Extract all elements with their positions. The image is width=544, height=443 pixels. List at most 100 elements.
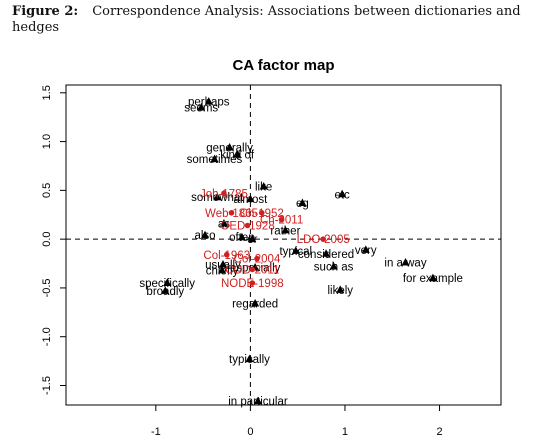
dictionary-point-marker	[254, 255, 260, 262]
hedge-point-label: in particular	[228, 396, 288, 408]
dictionary-point-marker	[258, 210, 265, 216]
hedge-point-marker	[251, 299, 260, 307]
dictionary-point-label: Joh-1785	[200, 188, 248, 200]
hedge-point-label: for example	[403, 273, 463, 285]
hedge-point-marker	[163, 278, 172, 287]
dictionary-point-label: Ch-2011	[260, 215, 303, 227]
dictionary-point-marker	[320, 236, 327, 242]
y-tick-label: 0.5	[41, 183, 53, 198]
hedge-point-label: chiefly	[206, 265, 239, 277]
chart-title: CA factor map	[233, 57, 335, 74]
hedge-point-marker	[428, 273, 437, 282]
figure-caption: Figure 2: Correspondence Analysis: Associ…	[12, 4, 540, 36]
hedge-point-label: kind of	[220, 149, 255, 161]
hedge-point-marker	[322, 249, 331, 257]
hedge-point-label: specifically	[139, 278, 195, 290]
dictionary-point-marker	[278, 216, 285, 223]
hedge-point-label: also	[194, 230, 215, 242]
dictionary-point-label: Col-1963	[203, 250, 250, 262]
hedge-point-label: generally	[206, 142, 253, 154]
hedge-point-label: likely	[327, 285, 353, 297]
hedge-point-marker	[233, 149, 242, 158]
hedge-point-marker	[338, 189, 347, 198]
hedge-point-marker	[237, 232, 246, 241]
hedge-point-marker	[204, 97, 213, 105]
hedge-point-marker	[246, 194, 255, 203]
y-tick-label: 1.0	[41, 134, 53, 149]
dictionary-point-label: LDO-2005	[297, 234, 350, 246]
hedge-point-marker	[259, 181, 268, 190]
hedge-point-marker	[253, 396, 262, 405]
hedge-point-label: often	[229, 232, 255, 244]
hedge-point-label: like	[255, 181, 272, 193]
hedge-point-marker	[248, 234, 257, 243]
hedge-point-label: eg	[296, 198, 309, 210]
hedge-point-label: perhaps	[188, 97, 230, 109]
x-tick-label: 2	[436, 426, 442, 438]
hedge-point-marker	[210, 154, 219, 163]
hedge-point-marker	[225, 142, 234, 151]
dictionary-point-marker	[221, 190, 227, 197]
y-tick-label: 1.5	[41, 85, 53, 100]
hedge-point-label: almost	[233, 194, 268, 206]
dictionary-point-marker	[244, 222, 251, 229]
hedge-point-marker	[201, 230, 210, 239]
hedge-point-label: seems	[184, 102, 218, 114]
hedge-point-marker	[219, 219, 228, 227]
hedge-point-label: sometimes	[187, 154, 243, 166]
hedge-point-label: usually	[205, 260, 241, 272]
axis-ticks: -1 0 1 2 -1.5 -1.0 -0.5 0.0 0.5 1.0 1.5	[41, 85, 443, 438]
y-tick-label: -1.0	[41, 327, 53, 346]
hedge-point-marker	[329, 261, 338, 270]
hedge-point-label: broadly	[146, 286, 184, 298]
hedge-point-label: in a way	[384, 258, 426, 270]
dictionary-point-label: COD-2011	[225, 264, 279, 276]
dictionary-point-marker	[249, 266, 256, 273]
hedge-point-label: or	[247, 234, 257, 246]
hedge-point-marker	[218, 265, 227, 274]
hedge-point-label: rather	[270, 225, 300, 237]
x-tick-label: 0	[247, 426, 253, 438]
x-tick-label: -1	[151, 426, 161, 438]
hedge-point-label: as	[218, 219, 230, 231]
y-tick-label: -0.5	[41, 278, 53, 297]
hedge-point-marker	[213, 192, 222, 201]
hedge-point-label: considered	[298, 249, 354, 261]
plot-frame	[65, 84, 502, 406]
dictionary-point-marker	[228, 210, 235, 216]
dictionary-point-marker	[223, 251, 230, 258]
hedge-point-label: etc	[334, 189, 350, 201]
hedge-point-label: regarded	[232, 299, 278, 311]
dictionary-point-label: NODE-1998	[221, 278, 284, 290]
hedge-point-marker	[245, 354, 254, 363]
dictionary-point-marker	[249, 280, 256, 286]
hedge-point-label: typical	[279, 246, 312, 258]
dictionary-point-label: Web-1865	[205, 208, 258, 220]
hedge-point-label: very	[355, 245, 377, 257]
dictionary-point-label: Ch-1952	[240, 208, 284, 220]
dictionary-point-label: OED-1928	[220, 220, 274, 232]
hedge-point-marker	[298, 198, 307, 207]
hedge-point-marker	[161, 286, 170, 294]
hedge-point-label: especially	[230, 262, 281, 274]
hedge-point-label: typically	[229, 354, 270, 366]
hedge-point-marker	[361, 245, 370, 253]
figure-caption-text: Correspondence Analysis: Associations be…	[12, 4, 521, 35]
hedge-point-marker	[218, 260, 227, 268]
hedge-point-marker	[401, 258, 410, 266]
hedge-point-marker	[281, 225, 290, 234]
hedge-point-label: such as	[314, 261, 354, 273]
reference-lines	[66, 85, 501, 405]
hedge-point-marker	[336, 285, 345, 293]
x-tick-label: 1	[342, 426, 348, 438]
y-tick-label: -1.5	[41, 376, 53, 395]
dictionary-point-label: Col-2004	[234, 254, 281, 266]
y-tick-label: 0.0	[41, 231, 53, 246]
hedge-point-marker	[197, 102, 206, 111]
hedge-point-marker	[291, 246, 300, 254]
hedge-point-label: somewhat	[191, 192, 244, 204]
plot-border	[65, 84, 502, 406]
figure-label: Figure 2:	[12, 4, 79, 19]
